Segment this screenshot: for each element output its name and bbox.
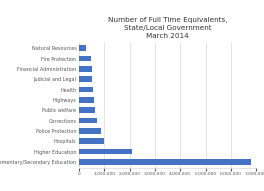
Bar: [79, 159, 251, 165]
Bar: [79, 66, 92, 72]
Bar: [79, 97, 94, 103]
Bar: [79, 56, 91, 61]
Bar: [79, 128, 101, 134]
Bar: [79, 118, 97, 123]
Title: Number of Full Time Equivalents,
State/Local Government
March 2014: Number of Full Time Equivalents, State/L…: [108, 17, 227, 39]
Bar: [79, 138, 104, 144]
Bar: [79, 107, 95, 113]
Bar: [79, 149, 132, 154]
Bar: [79, 45, 86, 51]
Bar: [79, 76, 92, 82]
Bar: [79, 87, 93, 92]
